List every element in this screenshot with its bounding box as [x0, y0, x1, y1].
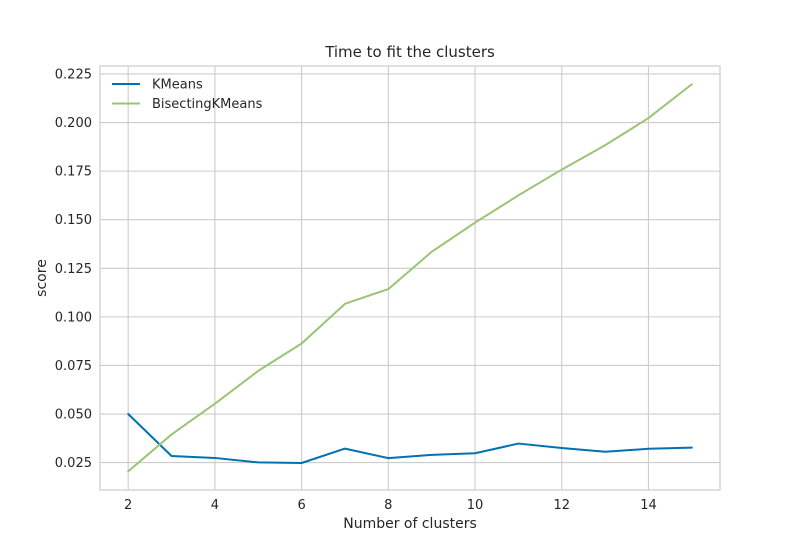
tick-labels: 2 4 6 8 10 12 14 0.025 0.050 0.075 0.100 0.125 0.150… [55, 67, 657, 513]
data-point-kmeans [344, 448, 346, 450]
y-tick-label: 0.025 [55, 456, 92, 471]
data-point-bisecting-kmeans [214, 403, 216, 405]
x-tick-label: 4 [211, 498, 219, 513]
chart-title: Time to fit the clusters [324, 43, 495, 61]
data-point-bisecting-kmeans [647, 117, 649, 119]
data-point-bisecting-kmeans [257, 370, 259, 372]
data-point-bisecting-kmeans [171, 433, 173, 435]
y-tick-label: 0.175 [55, 165, 92, 180]
y-tick-label: 0.225 [55, 67, 92, 82]
data-point-kmeans [301, 462, 303, 464]
data-point-kmeans [127, 413, 129, 415]
data-point-kmeans [604, 451, 606, 453]
y-tick-label: 0.200 [55, 116, 92, 131]
x-tick-label: 10 [467, 498, 484, 513]
x-axis-label: Number of clusters [343, 516, 477, 532]
series-line-kmeans [127, 413, 693, 464]
y-tick-label: 0.125 [55, 262, 92, 277]
x-tick-label: 14 [640, 498, 657, 513]
y-tick-label: 0.150 [55, 213, 92, 228]
data-point-kmeans [387, 457, 389, 459]
data-point-bisecting-kmeans [561, 169, 563, 171]
data-point-bisecting-kmeans [387, 288, 389, 290]
data-point-bisecting-kmeans [301, 342, 303, 344]
x-tick-label: 2 [124, 498, 132, 513]
x-tick-label: 8 [384, 498, 392, 513]
x-tick-label: 6 [297, 498, 305, 513]
data-point-kmeans [214, 457, 216, 459]
data-point-kmeans [647, 448, 649, 450]
data-point-bisecting-kmeans [517, 194, 519, 196]
legend: KMeans BisectingKMeans [112, 78, 263, 112]
series-line-bisecting-kmeans [127, 83, 693, 473]
y-tick-label: 0.075 [55, 359, 92, 374]
x-tick-label: 12 [553, 498, 570, 513]
data-point-bisecting-kmeans [344, 303, 346, 305]
grid-lines [100, 66, 720, 490]
data-point-kmeans [691, 447, 693, 449]
data-point-bisecting-kmeans [431, 251, 433, 253]
data-point-bisecting-kmeans [604, 144, 606, 146]
data-point-kmeans [474, 452, 476, 454]
y-tick-label: 0.100 [55, 310, 92, 325]
legend-label-kmeans: KMeans [152, 78, 203, 93]
series-lines [127, 83, 693, 473]
data-point-kmeans [517, 443, 519, 445]
y-tick-label: 0.050 [55, 408, 92, 423]
data-point-kmeans [171, 455, 173, 457]
data-point-kmeans [257, 461, 259, 463]
plot-area [100, 66, 720, 490]
y-axis-label: score [34, 259, 50, 297]
data-point-bisecting-kmeans [127, 470, 129, 472]
data-point-bisecting-kmeans [474, 222, 476, 224]
data-point-kmeans [561, 447, 563, 449]
data-point-bisecting-kmeans [691, 83, 693, 85]
legend-label-bisecting-kmeans: BisectingKMeans [152, 97, 263, 112]
data-point-kmeans [431, 454, 433, 456]
plot-frame [99, 65, 721, 491]
